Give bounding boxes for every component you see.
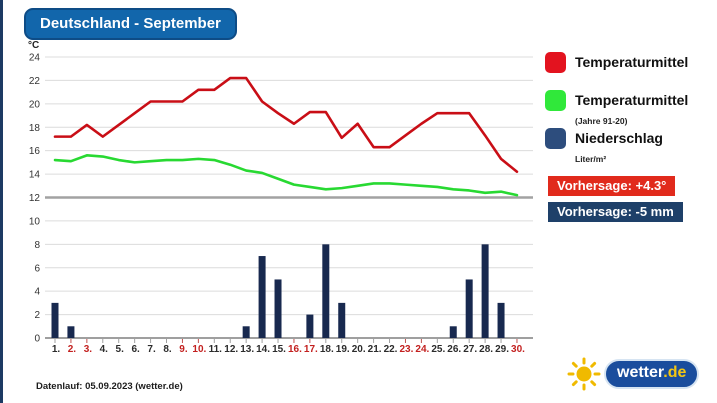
logo-tld: .de [663,364,687,381]
svg-text:4.: 4. [100,344,109,355]
precip-bars [51,244,505,338]
svg-text:10: 10 [29,216,41,227]
svg-text:20.: 20. [352,344,366,355]
svg-text:12.: 12. [224,344,238,355]
svg-text:14.: 14. [256,344,270,355]
temperature-forecast-text: Vorhersage: +4.3° [557,178,667,193]
sun-icon [567,357,601,391]
svg-text:7.: 7. [147,344,156,355]
legend-label: Niederschlag [575,130,663,146]
svg-text:16: 16 [29,146,41,157]
svg-text:28.: 28. [479,344,493,355]
page-title: Deutschland - September [24,8,237,40]
svg-text:15.: 15. [272,344,286,355]
svg-text:18.: 18. [320,344,334,355]
svg-text:3.: 3. [84,344,93,355]
svg-text:13.: 13. [240,344,254,355]
svg-text:0: 0 [34,334,40,345]
legend-item-niederschlag: Niederschlag Liter/m² [545,128,663,167]
svg-text:6: 6 [34,263,40,274]
svg-text:25.: 25. [431,344,445,355]
legend-label: Temperaturmittel [575,54,689,70]
svg-text:2.: 2. [68,344,77,355]
svg-text:2: 2 [34,310,40,321]
legend-sublabel: (Jahre 91-20) [575,116,628,126]
svg-text:14: 14 [29,170,41,181]
svg-text:1.: 1. [52,344,61,355]
logo-name: wetter [617,364,664,381]
svg-text:30.: 30. [511,344,525,355]
svg-text:4: 4 [34,287,40,298]
svg-text:10.: 10. [192,344,206,355]
svg-text:22: 22 [29,76,41,87]
x-axis-ticks [54,339,518,343]
precipitation-swatch-icon [545,128,566,149]
svg-text:5.: 5. [116,344,125,355]
svg-text:27.: 27. [463,344,477,355]
svg-text:26.: 26. [447,344,461,355]
legend-label: Temperaturmittel [575,92,689,108]
x-axis-labels: 1. 2. 3. 4. 5. 6. 7. 8. 9. 10. 11. 12. 13. 14. 15. 16. 1… [52,344,525,355]
svg-text:16.: 16. [288,344,302,355]
svg-text:21.: 21. [368,344,382,355]
svg-text:°C: °C [28,40,39,51]
svg-text:23.: 23. [400,344,414,355]
svg-text:22.: 22. [384,344,398,355]
svg-text:9.: 9. [179,344,188,355]
svg-text:24: 24 [29,53,41,64]
legend-sublabel: Liter/m² [575,154,607,164]
svg-text:17.: 17. [304,344,318,355]
svg-text:12: 12 [29,193,41,204]
svg-text:11.: 11. [209,344,223,355]
temp-line [53,76,519,174]
svg-text:18: 18 [29,123,41,134]
temperature-mean-swatch-icon [545,52,566,73]
legend-item-temperaturmittel-klima: Temperaturmittel (Jahre 91-20) [545,90,688,129]
precipitation-forecast-badge: Vorhersage: -5 mm [548,202,683,222]
gridlines [45,56,533,339]
svg-text:24.: 24. [415,344,429,355]
wetter-de-logo: wetter.de [566,356,700,392]
panel-left-border [0,0,3,403]
svg-text:8: 8 [34,240,40,251]
svg-text:20: 20 [29,99,41,110]
page-title-text: Deutschland - September [40,15,221,32]
data-run-note: Datenlauf: 05.09.2023 (wetter.de) [36,381,183,392]
svg-text:19.: 19. [336,344,350,355]
svg-text:8.: 8. [163,344,172,355]
logo-pill: wetter.de [604,359,700,389]
svg-text:29.: 29. [495,344,509,355]
svg-text:6.: 6. [131,344,140,355]
climate-mean-swatch-icon [545,90,566,111]
temperature-forecast-badge: Vorhersage: +4.3° [548,176,676,196]
legend-item-temperaturmittel: Temperaturmittel [545,52,688,73]
temp-avg-line [53,154,519,197]
precipitation-forecast-text: Vorhersage: -5 mm [557,204,674,219]
